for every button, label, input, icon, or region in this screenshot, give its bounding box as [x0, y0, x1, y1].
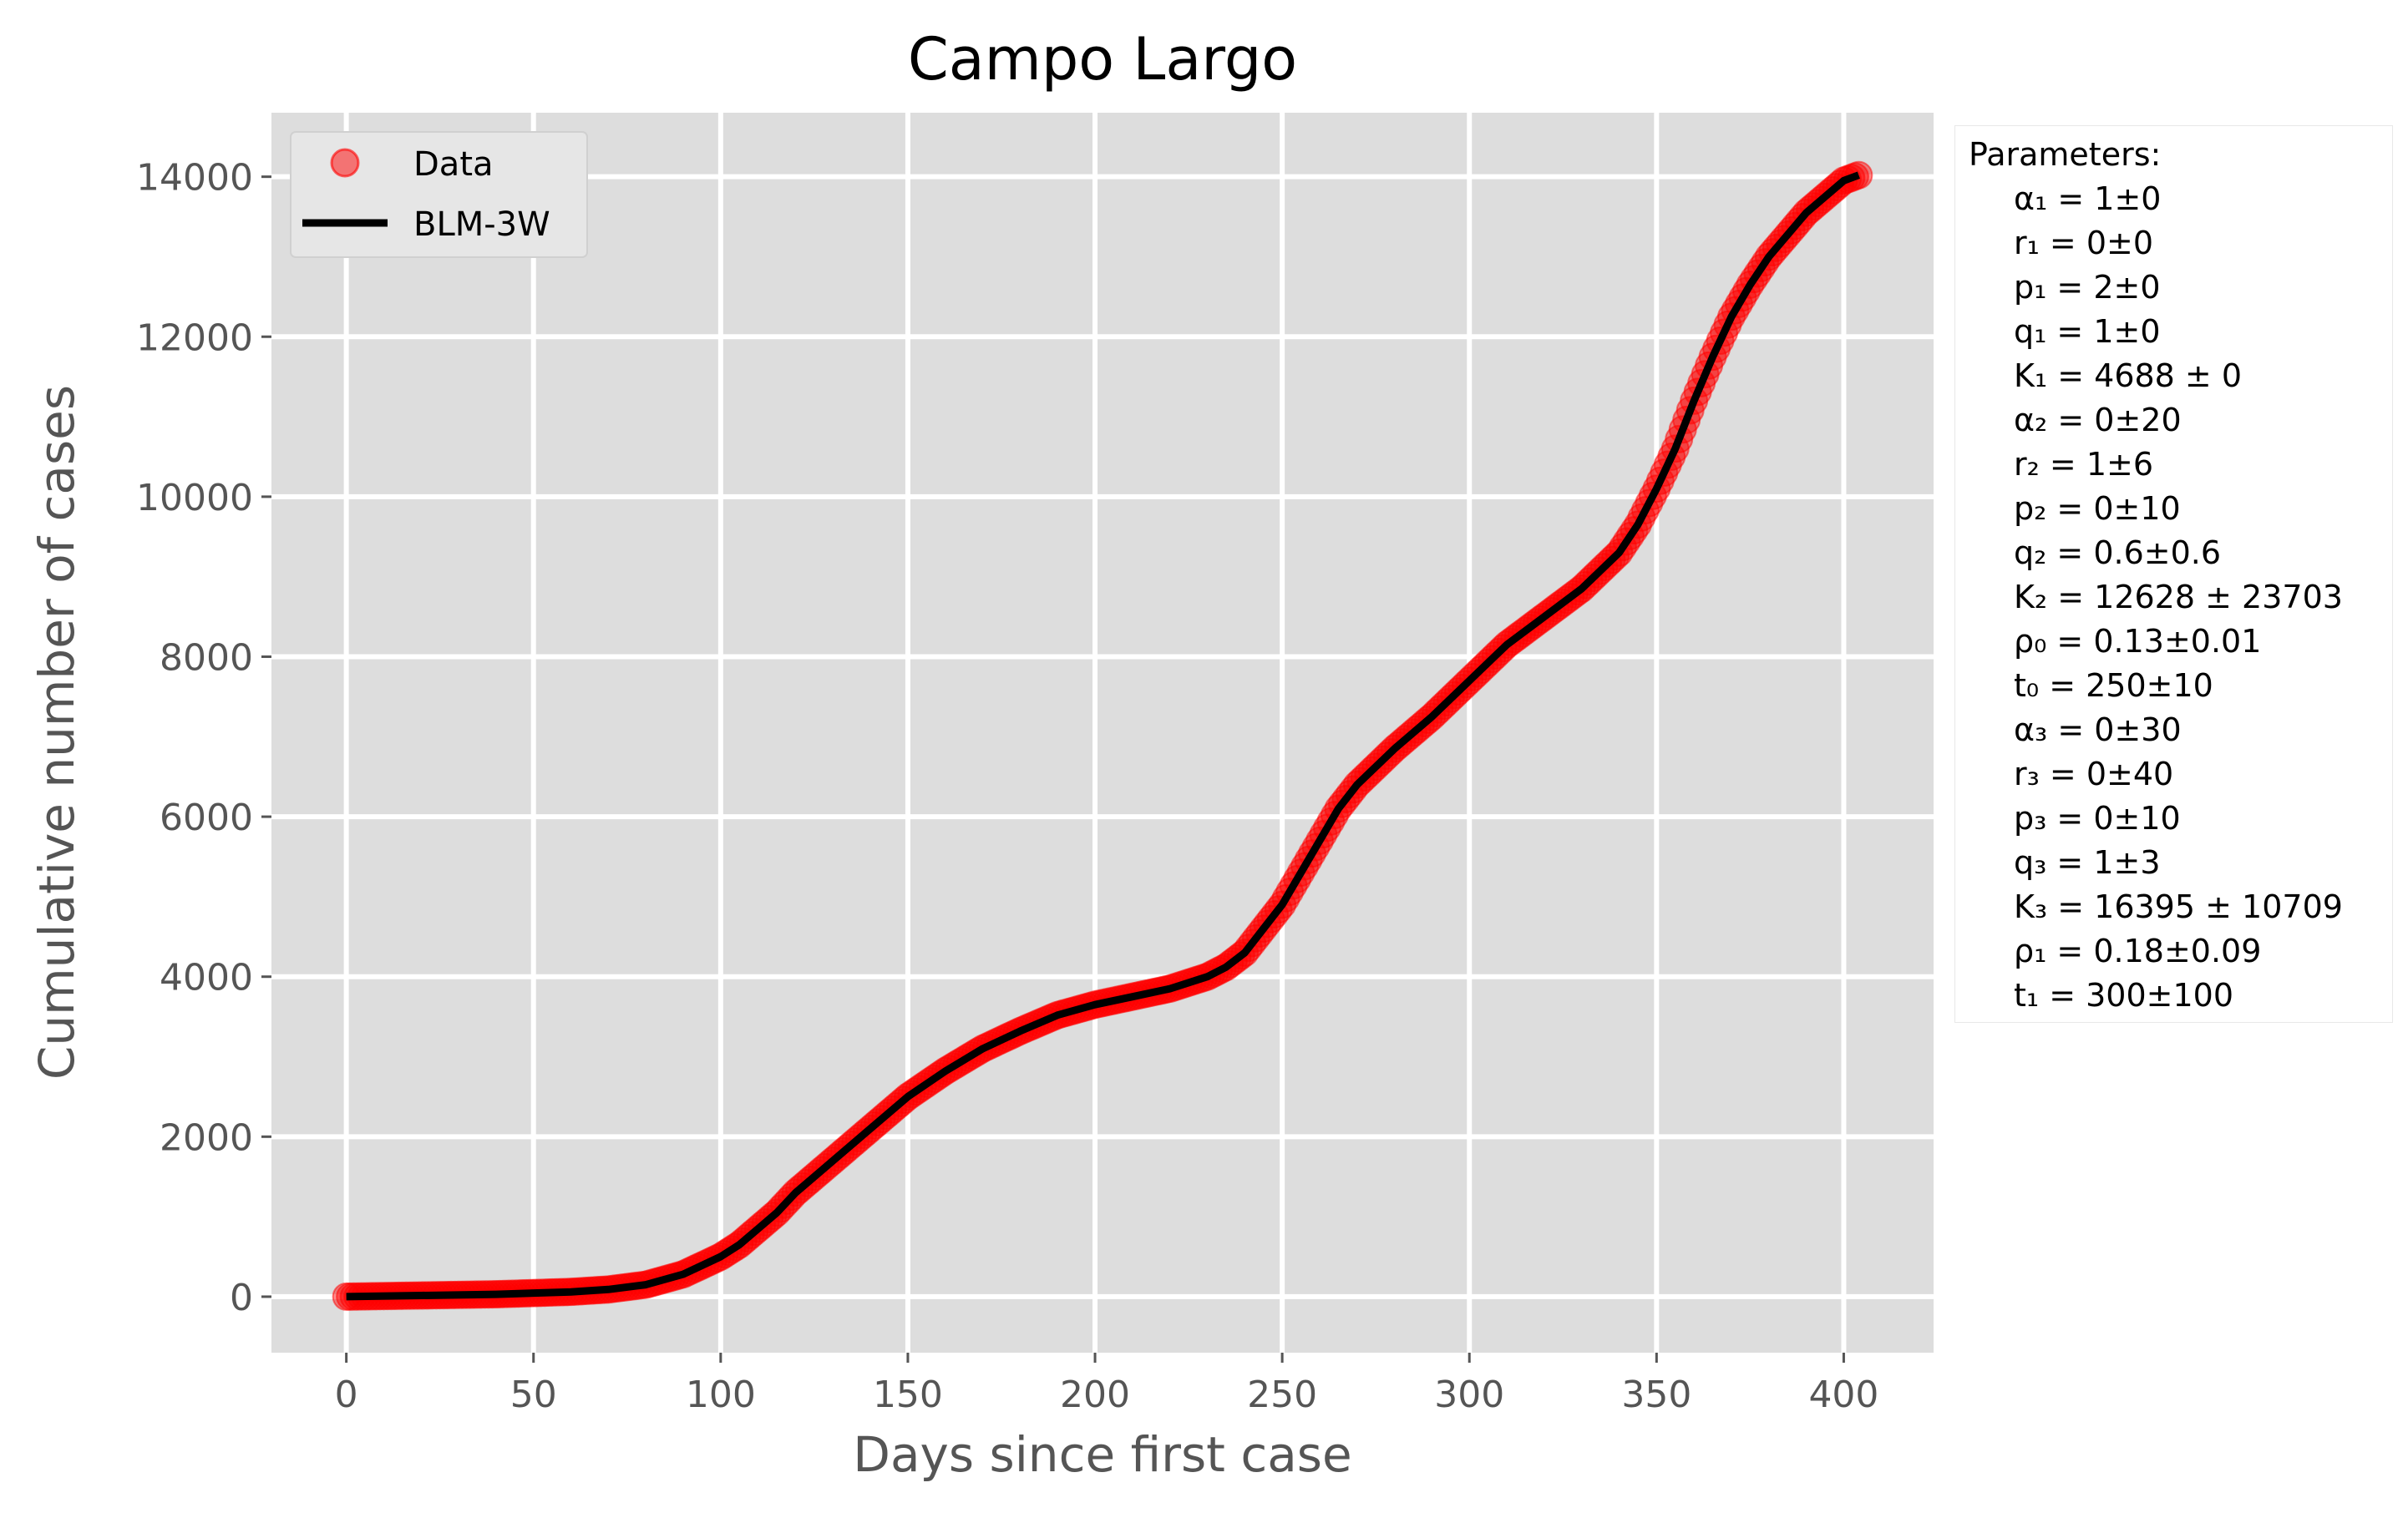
y-tick-label: 12000: [136, 316, 253, 359]
y-axis-label: Cumulative number of cases: [28, 385, 85, 1080]
parameter-line: p₁ = 2±0: [2014, 269, 2161, 306]
x-tick-label: 400: [1808, 1374, 1878, 1416]
parameter-line: ρ₀ = 0.13±0.01: [2014, 623, 2262, 660]
parameter-line: K₁ = 4688 ± 0: [2014, 357, 2243, 394]
parameter-line: q₁ = 1±0: [2014, 313, 2161, 350]
parameter-line: α₁ = 1±0: [2014, 180, 2162, 217]
parameter-line: p₂ = 0±10: [2014, 490, 2181, 527]
parameter-line: p₃ = 0±10: [2014, 800, 2181, 837]
x-tick-label: 200: [1060, 1374, 1130, 1416]
y-tick-label: 4000: [160, 957, 253, 999]
x-axis-ticks: 0 50 100 150 200 250 300 350 400: [335, 1353, 1878, 1416]
x-tick-label: 250: [1247, 1374, 1317, 1416]
parameter-line: ρ₁ = 0.18±0.09: [2014, 933, 2262, 969]
parameters-title: Parameters:: [1969, 136, 2162, 173]
legend-fit-label: BLM-3W: [413, 205, 550, 244]
plot-area: [271, 113, 1934, 1353]
parameter-line: K₃ = 16395 ± 10709: [2014, 888, 2343, 925]
y-tick-label: 2000: [160, 1116, 253, 1159]
x-tick-label: 0: [335, 1374, 358, 1416]
grid: [271, 113, 1934, 1353]
parameter-line: r₃ = 0±40: [2014, 756, 2174, 792]
parameter-line: t₁ = 300±100: [2014, 977, 2234, 1014]
legend-data-label: Data: [413, 145, 494, 184]
parameter-line: t₀ = 250±10: [2014, 667, 2213, 704]
chart-title: Campo Largo: [908, 25, 1297, 94]
parameter-line: K₂ = 12628 ± 23703: [2014, 579, 2343, 615]
parameter-line: r₂ = 1±6: [2014, 446, 2154, 483]
parameter-line: r₁ = 0±0: [2014, 225, 2154, 261]
legend: Data BLM-3W: [290, 131, 588, 258]
parameter-line: q₂ = 0.6±0.6: [2014, 534, 2222, 571]
x-tick-label: 300: [1434, 1374, 1504, 1416]
fit-line: [346, 171, 1860, 1301]
x-tick-label: 50: [510, 1374, 557, 1416]
x-tick-label: 350: [1621, 1374, 1691, 1416]
y-axis-ticks: 0 2000 4000 6000 8000 10000 12000 14000: [136, 157, 271, 1319]
x-axis-label: Days since first case: [853, 1426, 1351, 1483]
parameter-line: q₃ = 1±3: [2014, 844, 2161, 881]
y-tick-label: 8000: [160, 636, 253, 679]
y-tick-label: 14000: [136, 157, 253, 200]
y-tick-label: 6000: [160, 797, 253, 839]
parameter-line: α₂ = 0±20: [2014, 402, 2182, 438]
y-tick-label: 0: [230, 1277, 253, 1319]
legend-data-marker: [330, 148, 360, 178]
x-tick-label: 150: [873, 1374, 943, 1416]
parameter-line: α₃ = 0±30: [2014, 711, 2182, 748]
x-tick-label: 100: [686, 1374, 756, 1416]
parameters-box: Parameters: α₁ = 1±0 r₁ = 0±0 p₁ = 2±0 q₁ =…: [1954, 125, 2393, 1023]
parameters-list: α₁ = 1±0 r₁ = 0±0 p₁ = 2±0 q₁ = 1±0 K₁ = 468…: [1969, 177, 2392, 1018]
y-tick-label: 10000: [136, 477, 253, 519]
